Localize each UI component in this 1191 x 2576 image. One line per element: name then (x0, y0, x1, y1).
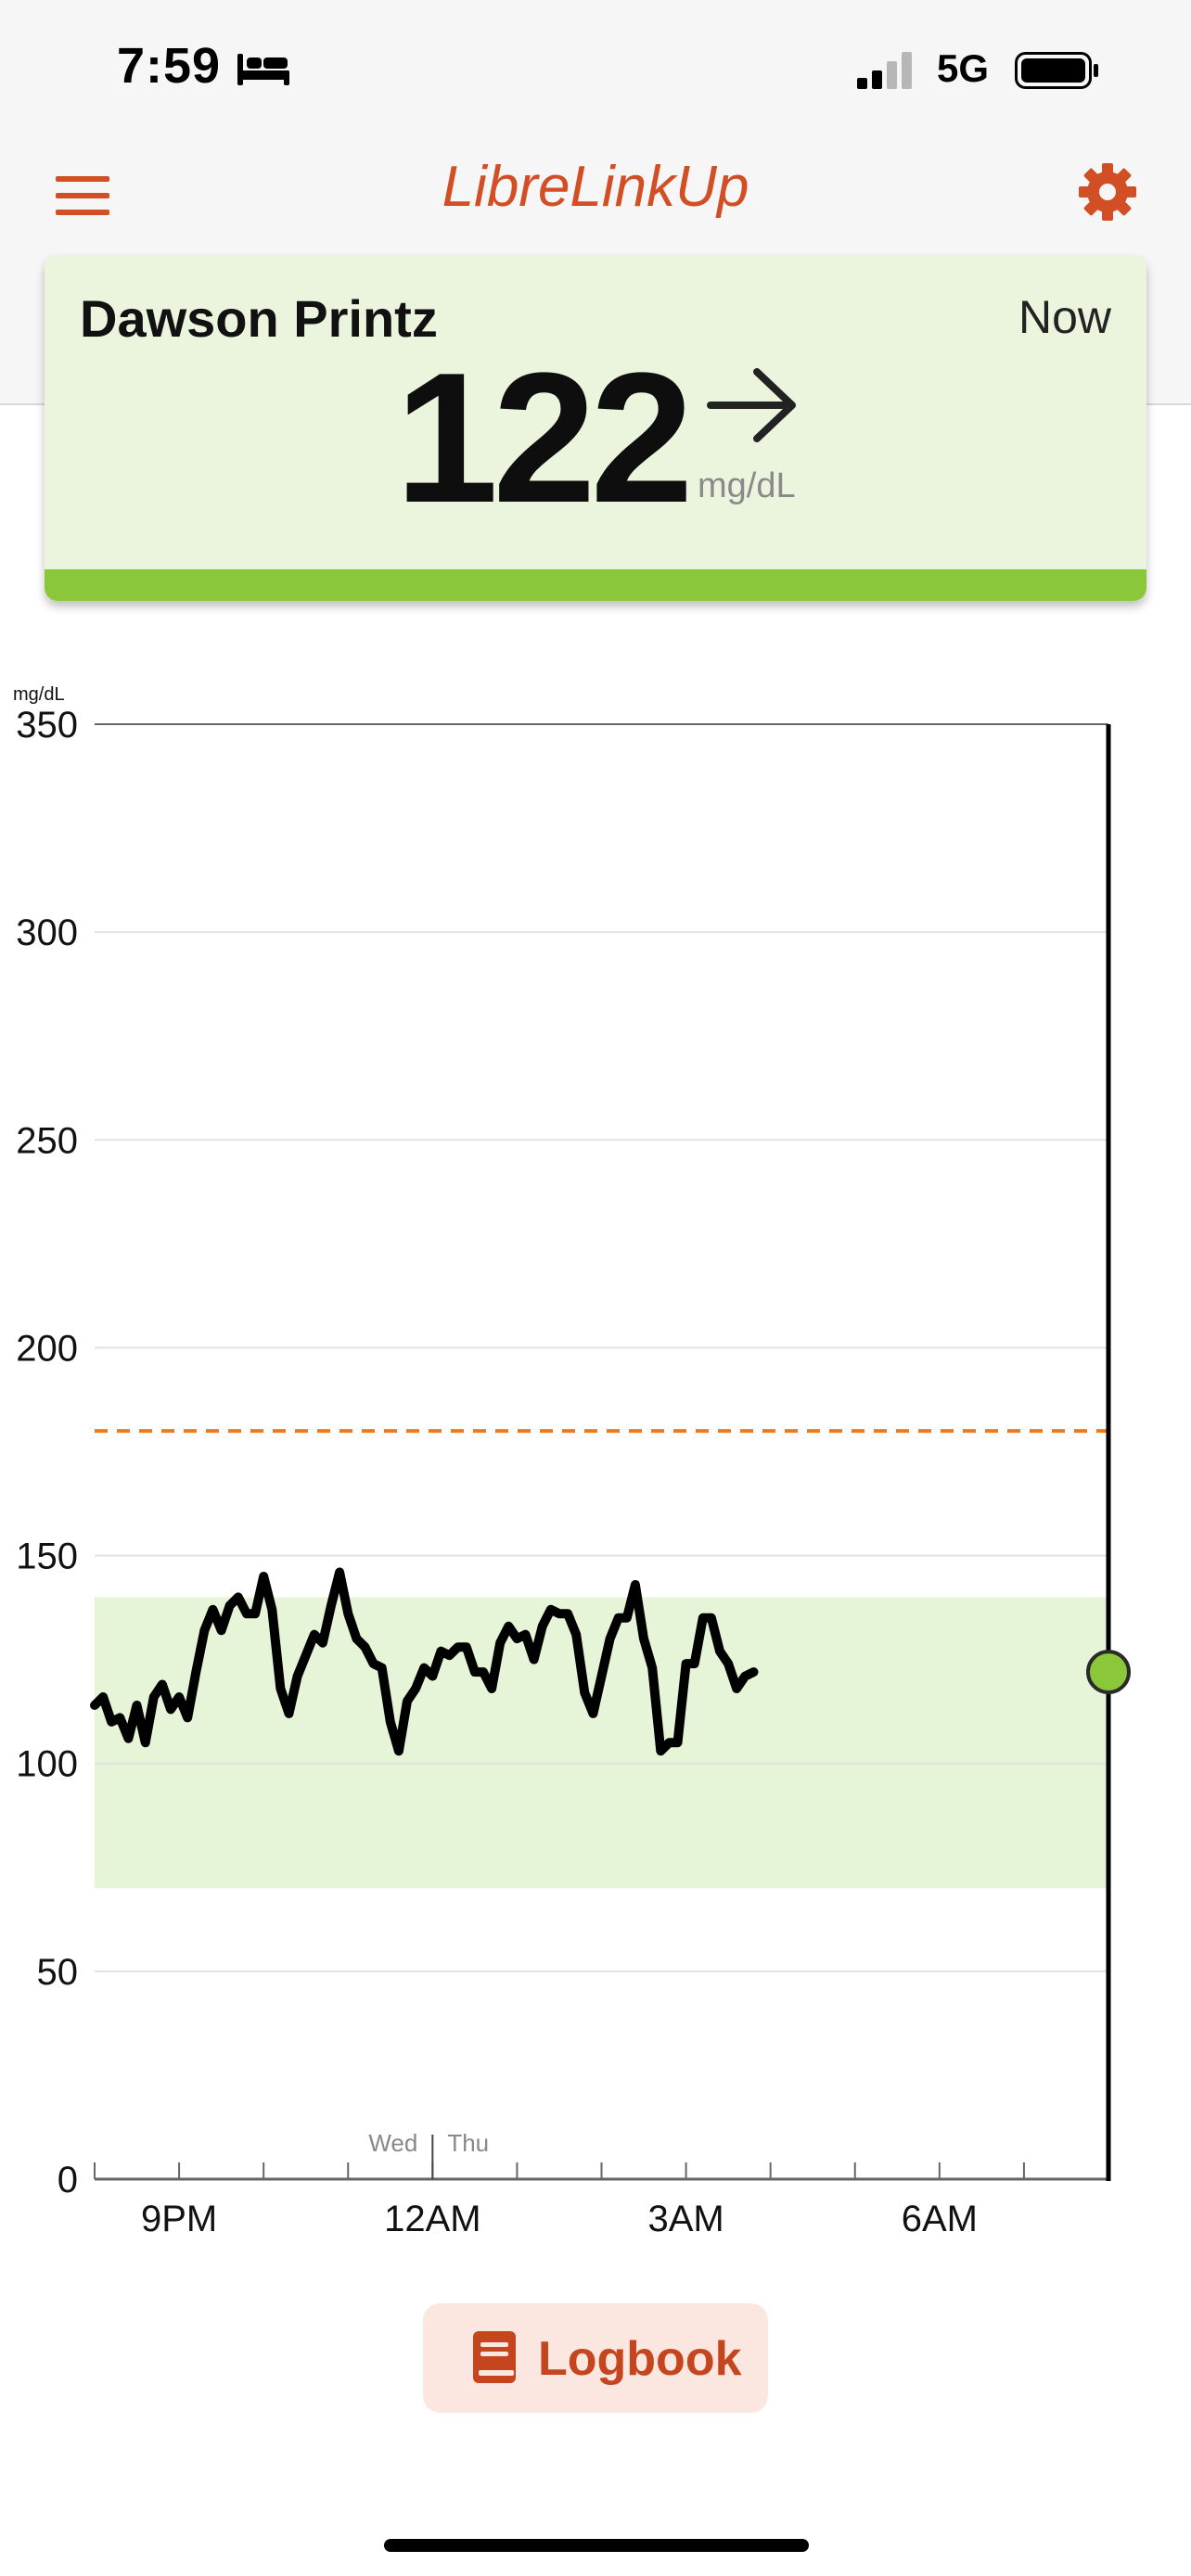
logbook-button[interactable]: Logbook (423, 2303, 768, 2413)
gear-icon[interactable] (1078, 162, 1137, 222)
target-range-band (95, 1597, 1108, 1889)
x-tick-label: 9PM (141, 2199, 217, 2239)
y-tick-label: 200 (16, 1328, 78, 1369)
patient-name: Dawson Printz (80, 289, 438, 348)
y-tick-label: 100 (16, 1744, 78, 1785)
home-indicator (384, 2539, 809, 2552)
glucose-unit: mg/dL (698, 466, 796, 505)
x-tick-label: 3AM (647, 2199, 724, 2239)
glucose-reading-card[interactable]: Dawson Printz Now 122 mg/dL (45, 255, 1146, 601)
bed-icon (237, 54, 289, 85)
day-label-thu: Thu (447, 2129, 489, 2157)
reading-timestamp: Now (1018, 291, 1111, 343)
status-bar: 7:59 5G (0, 0, 1191, 139)
y-tick-label: 150 (16, 1537, 78, 1577)
x-tick-label: 12AM (384, 2199, 481, 2239)
y-axis-unit-label: mg/dL (13, 684, 65, 705)
current-reading-marker (1086, 1650, 1131, 1695)
y-tick-label: 300 (16, 912, 78, 953)
status-time: 7:59 (117, 38, 222, 94)
glucose-series-line (90, 1567, 759, 1756)
in-range-status-bar (45, 569, 1146, 601)
hamburger-menu-icon[interactable] (56, 176, 109, 215)
network-type: 5G (937, 46, 990, 90)
glucose-value: 122 (395, 335, 694, 542)
logbook-label: Logbook (538, 2332, 742, 2386)
y-tick-label: 0 (58, 2160, 78, 2200)
day-label-wed: Wed (368, 2129, 417, 2157)
y-tick-label: 350 (16, 705, 78, 746)
trend-arrow-right-icon (707, 368, 796, 442)
battery-icon (1015, 52, 1098, 89)
signal-icon (857, 52, 912, 89)
logbook-book-icon (473, 2331, 516, 2383)
x-tick-label: 6AM (902, 2199, 978, 2239)
y-tick-label: 250 (16, 1120, 78, 1161)
app-title: LibreLinkUp (442, 155, 749, 219)
y-tick-label: 50 (37, 1952, 79, 1993)
